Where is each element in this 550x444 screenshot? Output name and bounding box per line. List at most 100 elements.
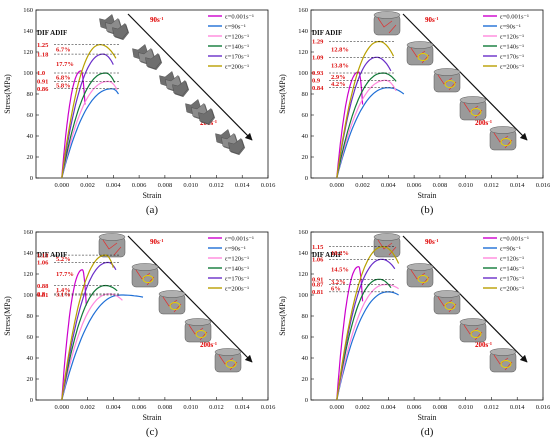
- dif-value: 0.8: [37, 291, 46, 298]
- y-tick-label: 120: [298, 271, 308, 278]
- adif-value: 3.2%: [331, 279, 346, 286]
- rate-arrow: [402, 13, 528, 141]
- legend-label: ε=200s⁻¹: [500, 285, 524, 292]
- specimen-image: [489, 126, 517, 151]
- adif-value: 10.2%: [331, 250, 349, 257]
- specimen-top: [406, 263, 434, 271]
- dif-value: 1.18: [37, 51, 49, 58]
- y-tick-label: 120: [298, 49, 308, 56]
- rate-label-bottom: 200s-1: [475, 119, 493, 128]
- legend-label: ε=170s⁻¹: [225, 275, 249, 282]
- dif-value: 0.9: [312, 78, 321, 85]
- highlight-circle: [470, 330, 482, 338]
- legend-label: ε=140s⁻¹: [225, 43, 249, 50]
- dif-value: 1.25: [37, 42, 49, 49]
- x-tick-label: 0.002: [355, 182, 370, 189]
- specimen-image: [489, 348, 517, 373]
- y-tick-label: 80: [27, 313, 34, 320]
- x-axis-label: Strain: [417, 413, 436, 422]
- legend-label: ε=120s⁻¹: [500, 255, 524, 262]
- y-tick-label: 100: [298, 70, 308, 77]
- specimen-image: [373, 11, 401, 36]
- dif-value: 0.87: [312, 282, 324, 289]
- y-tick-label: 40: [27, 355, 34, 362]
- y-tick-label: 20: [27, 376, 34, 383]
- rate-label-top: 90s-1: [425, 238, 439, 247]
- legend-label: ε=120s⁻¹: [225, 33, 249, 40]
- highlight-circle: [470, 108, 482, 116]
- y-tick-label: 0: [30, 175, 33, 182]
- x-tick-label: 0.004: [106, 182, 121, 189]
- series-line: [61, 261, 117, 401]
- x-tick-label: 0.004: [106, 404, 121, 411]
- x-tick-label: 0.014: [235, 404, 250, 411]
- y-axis-label: Stress(MPa): [278, 74, 287, 114]
- x-tick-label: 0.016: [536, 404, 550, 411]
- adif-value: 13.8%: [331, 62, 349, 69]
- x-tick-label: 0.010: [183, 404, 198, 411]
- x-tick-label: 0.014: [235, 182, 250, 189]
- x-tick-label: 0.012: [484, 182, 499, 189]
- series-line: [61, 284, 118, 401]
- x-tick-label: 0.014: [510, 404, 525, 411]
- y-tick-label: 100: [23, 70, 33, 77]
- specimen-top: [131, 263, 159, 271]
- rate-exp: -1: [213, 341, 217, 346]
- series-line: [61, 293, 123, 401]
- x-tick-label: 0.010: [183, 182, 198, 189]
- rate-label-bottom: 200s-1: [200, 341, 218, 350]
- dif-value: 1.06: [312, 257, 324, 264]
- rate-exp: -1: [435, 238, 439, 243]
- specimen-top: [184, 318, 212, 326]
- rate-exp: -1: [488, 341, 492, 346]
- fragment-image: [159, 71, 190, 98]
- specimen-image: [214, 348, 242, 373]
- specimen-image: [373, 233, 401, 258]
- specimen-image: [406, 41, 434, 66]
- rate-arrow: [127, 235, 253, 363]
- specimen-top: [98, 233, 126, 241]
- legend-label: ε=120s⁻¹: [500, 33, 524, 40]
- dif-value: 0.86: [37, 86, 49, 93]
- x-tick-label: 0.008: [433, 182, 448, 189]
- rate-exp: -1: [213, 119, 217, 124]
- x-tick-label: 0.000: [54, 182, 69, 189]
- adif-value: 6%: [331, 285, 341, 292]
- x-tick-label: 0.016: [261, 404, 276, 411]
- x-tick-label: 0.014: [510, 182, 525, 189]
- y-tick-label: 160: [23, 229, 33, 236]
- series-line: [61, 44, 117, 179]
- x-tick-label: 0.004: [381, 182, 396, 189]
- y-tick-label: 40: [302, 133, 309, 140]
- chart-panel: 0 20 40 60 80 100 120 140 160 0.000 0.002 0.004 0.00…: [3, 7, 276, 216]
- y-axis-label: Stress(MPa): [278, 296, 287, 336]
- legend-label: ε=200s⁻¹: [225, 285, 249, 292]
- y-tick-label: 40: [302, 355, 309, 362]
- dif-value: 0.84: [312, 85, 324, 92]
- x-tick-label: 0.006: [407, 182, 422, 189]
- rate-label-bottom: 200s-1: [475, 341, 493, 350]
- fragment-image: [132, 44, 163, 71]
- series-line: [336, 266, 364, 401]
- dif-value: 0.81: [37, 292, 48, 299]
- fragment-shard: [172, 80, 189, 97]
- dif-heading: DIF ADIF: [37, 251, 67, 259]
- y-tick-label: 140: [298, 28, 308, 35]
- x-tick-label: 0.008: [158, 404, 173, 411]
- dif-value: 0.88: [37, 283, 49, 290]
- x-tick-label: 0.002: [355, 404, 370, 411]
- x-tick-label: 0.002: [80, 182, 95, 189]
- specimen-top: [459, 96, 487, 104]
- specimen-image: [184, 318, 212, 343]
- dif-heading: DIF ADIF: [312, 251, 342, 259]
- series-line: [61, 70, 86, 179]
- specimen-top: [373, 11, 401, 19]
- y-tick-label: 100: [23, 292, 33, 299]
- x-tick-label: 0.008: [433, 404, 448, 411]
- y-axis-label: Stress(MPa): [3, 296, 12, 336]
- y-tick-label: 20: [302, 376, 309, 383]
- series-line: [61, 88, 119, 179]
- x-tick-label: 0.004: [381, 404, 396, 411]
- y-tick-label: 60: [27, 334, 34, 341]
